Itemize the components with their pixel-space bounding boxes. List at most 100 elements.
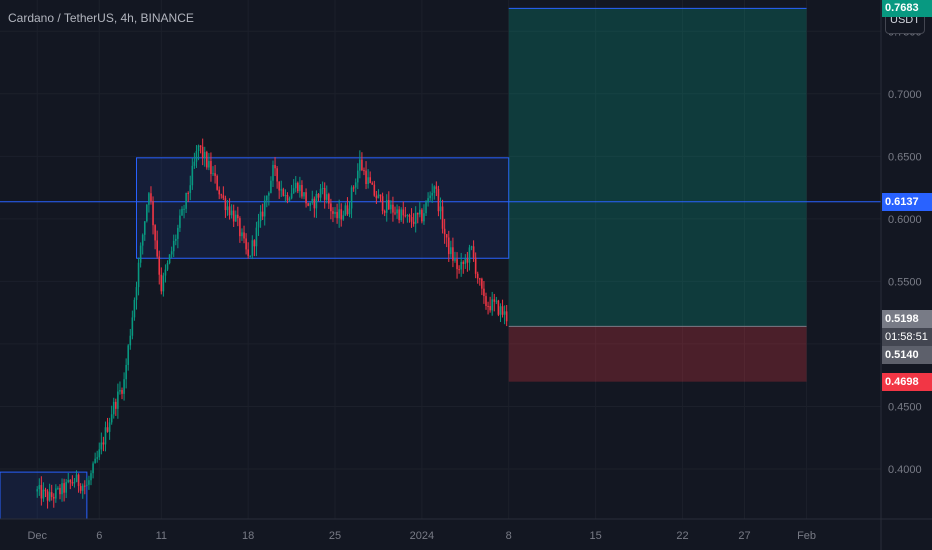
candle-body <box>206 152 208 168</box>
candle-body <box>396 209 398 214</box>
candle-body <box>294 182 297 189</box>
candle-body <box>421 209 423 222</box>
candle-body <box>251 240 254 256</box>
candle-body <box>338 209 340 219</box>
candlestick-series <box>36 138 508 509</box>
candle-body <box>148 193 150 205</box>
candle-body <box>102 442 105 445</box>
candle-body <box>412 221 415 224</box>
candle-body <box>501 306 504 315</box>
candle-body <box>96 457 98 459</box>
candle-body <box>268 192 270 196</box>
candle-body <box>170 251 173 255</box>
candle-body <box>456 259 458 270</box>
candle-body <box>325 194 328 200</box>
target-price-label: 0.7683 <box>882 0 932 18</box>
candle-body <box>88 480 90 485</box>
candle-body <box>276 168 278 182</box>
candle-body <box>216 175 218 190</box>
candle-body <box>400 209 403 221</box>
candle-body <box>474 257 477 274</box>
candle-body <box>466 258 469 263</box>
candle-body <box>158 256 161 275</box>
candle-body <box>483 288 485 297</box>
candle-body <box>230 210 233 216</box>
candle-body <box>81 485 84 491</box>
time-tick: 6 <box>96 530 102 542</box>
candle-body <box>346 205 349 215</box>
candle-body <box>110 414 113 423</box>
candle-body <box>203 152 206 158</box>
candle-body <box>379 194 382 197</box>
candle-body <box>359 159 361 171</box>
candle-body <box>462 261 465 264</box>
candle-body <box>164 269 167 276</box>
price-tick: 0.4000 <box>888 464 922 476</box>
candle-body <box>220 194 223 196</box>
candle-body <box>390 204 392 210</box>
candle-body <box>172 240 175 252</box>
long-position-loss-zone[interactable] <box>508 326 807 382</box>
candle-body <box>247 249 249 256</box>
candle-body <box>491 299 494 311</box>
candle-body <box>69 480 72 483</box>
candle-body <box>143 221 146 235</box>
candle-body <box>433 186 436 193</box>
candle-body <box>408 215 411 218</box>
candle-body <box>115 401 117 409</box>
time-axis[interactable]: Dec 6 11 18 25 2024 8 15 22 27 Feb <box>27 530 816 542</box>
candle-body <box>429 195 431 199</box>
candle-body <box>199 145 202 147</box>
price-tick: 0.6500 <box>888 151 922 163</box>
candle-body <box>189 185 192 193</box>
candle-body <box>406 215 409 217</box>
candle-body <box>154 225 156 241</box>
candle-body <box>67 480 70 483</box>
candle-body <box>425 202 427 214</box>
candle-body <box>437 188 440 212</box>
candle-body <box>46 491 49 501</box>
candle-body <box>129 335 132 346</box>
candle-body <box>61 483 63 495</box>
candle-body <box>485 296 487 306</box>
candle-body <box>127 345 130 365</box>
candle-body <box>237 214 239 219</box>
candle-body <box>73 481 76 484</box>
drawing-layer[interactable] <box>0 7 881 520</box>
candle-body <box>57 487 59 489</box>
candle-body <box>50 492 53 497</box>
candle-body <box>344 205 347 216</box>
candle-body <box>146 204 148 222</box>
candle-body <box>75 474 78 482</box>
long-position-profit-zone[interactable] <box>508 8 807 327</box>
candle-body <box>478 278 481 280</box>
candle-body <box>356 170 359 183</box>
candle-body <box>464 258 467 264</box>
time-tick: Dec <box>27 530 47 542</box>
candle-body <box>150 193 152 202</box>
candle-body <box>468 247 471 263</box>
candle-body <box>450 247 452 255</box>
candle-body <box>361 159 363 171</box>
candle-body <box>139 245 142 263</box>
time-tick: 15 <box>589 530 601 542</box>
price-axis[interactable]: 0.40000.45000.50000.55000.60000.65000.70… <box>888 26 922 476</box>
candle-body <box>419 209 421 215</box>
candle-body <box>352 187 355 189</box>
candle-body <box>290 193 293 199</box>
candle-body <box>377 194 380 199</box>
time-tick: 27 <box>738 530 750 542</box>
candle-body <box>416 212 419 215</box>
candle-body <box>369 177 371 183</box>
time-tick: Feb <box>797 530 816 542</box>
candle-body <box>375 195 378 199</box>
candle-body <box>42 489 45 499</box>
candle-body <box>423 213 425 222</box>
candle-body <box>48 492 51 501</box>
time-tick: 22 <box>676 530 688 542</box>
candle-body <box>141 234 144 246</box>
candle-body <box>181 208 183 216</box>
candle-body <box>261 211 264 217</box>
candle-body <box>487 305 489 307</box>
